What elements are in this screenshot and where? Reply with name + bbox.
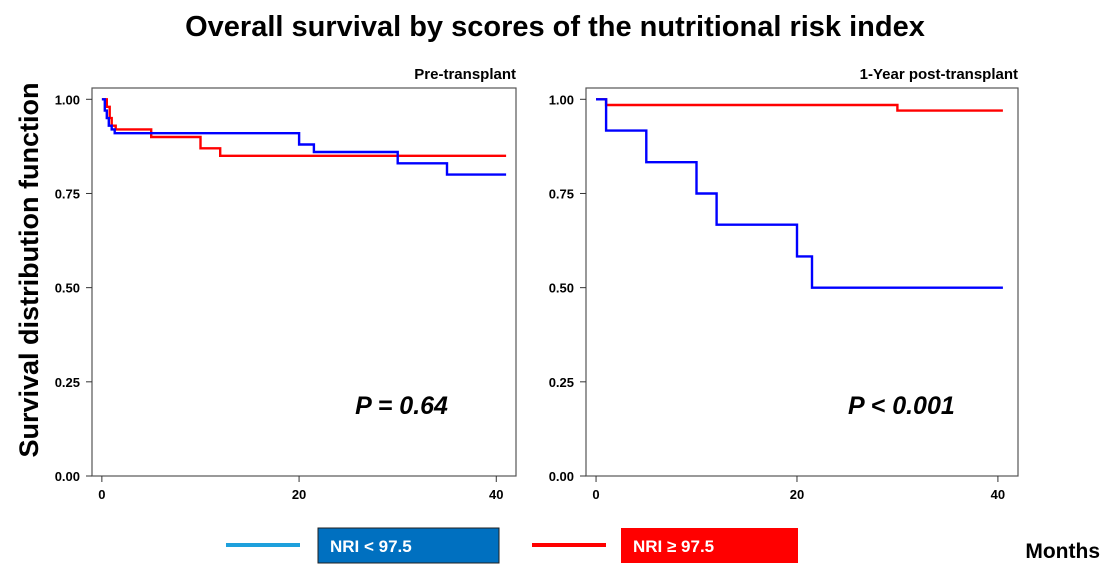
pre-y-tick-label: 0.50 bbox=[55, 281, 80, 296]
figure-title: Overall survival by scores of the nutrit… bbox=[185, 11, 925, 43]
post-y-tick-label: 1.00 bbox=[549, 92, 574, 107]
post-series-nri-low-line bbox=[596, 98, 1003, 289]
x-axis-label: Months bbox=[1025, 540, 1100, 563]
post-y-tick-label: 0.00 bbox=[549, 469, 574, 484]
post-plot-frame bbox=[585, 87, 1019, 477]
post-y-tick-label: 0.75 bbox=[549, 186, 574, 201]
post-x-tick-label: 20 bbox=[790, 487, 804, 502]
pre-x-tick-label: 40 bbox=[489, 487, 503, 502]
post-series-nri-high-line bbox=[596, 98, 1003, 112]
pre-series-nri-low-line bbox=[101, 98, 507, 176]
legend: NRI < 97.5 NRI ≥ 97.5 bbox=[226, 527, 798, 564]
post-y-tick-label: 0.25 bbox=[549, 375, 574, 390]
legend-label-nri-high: NRI ≥ 97.5 bbox=[633, 537, 714, 556]
panel-pre-transplant: Pre-transplant 0.00 0.25 0.50 0.75 1.00 0 20 40 P… bbox=[55, 66, 517, 502]
pre-y-tick-label: 0.75 bbox=[55, 186, 80, 201]
pre-x-tick-label: 20 bbox=[292, 487, 306, 502]
post-p-value: P < 0.001 bbox=[848, 392, 955, 420]
post-y-tick-label: 0.50 bbox=[549, 281, 574, 296]
pre-p-value: P = 0.64 bbox=[355, 392, 448, 420]
pre-x-tick-label: 0 bbox=[98, 487, 105, 502]
pre-y-tick-label: 1.00 bbox=[55, 92, 80, 107]
pre-y-tick-label: 0.25 bbox=[55, 375, 80, 390]
y-axis-label: Survival distribution function bbox=[14, 82, 44, 457]
post-x-tick-label: 40 bbox=[991, 487, 1005, 502]
legend-box-nri-low bbox=[317, 527, 500, 564]
post-panel-title: 1-Year post-transplant bbox=[860, 66, 1018, 83]
pre-y-tick-label: 0.00 bbox=[55, 469, 80, 484]
post-x-tick-label: 0 bbox=[592, 487, 599, 502]
pre-panel-title: Pre-transplant bbox=[414, 66, 516, 83]
panel-post-transplant: 1-Year post-transplant 0.00 0.25 0.50 0.75 1.… bbox=[549, 66, 1019, 502]
pre-series-nri-high-line bbox=[101, 98, 507, 157]
pre-plot-frame bbox=[91, 87, 517, 477]
legend-box-nri-high bbox=[621, 528, 798, 563]
legend-label-nri-low: NRI < 97.5 bbox=[330, 537, 412, 556]
